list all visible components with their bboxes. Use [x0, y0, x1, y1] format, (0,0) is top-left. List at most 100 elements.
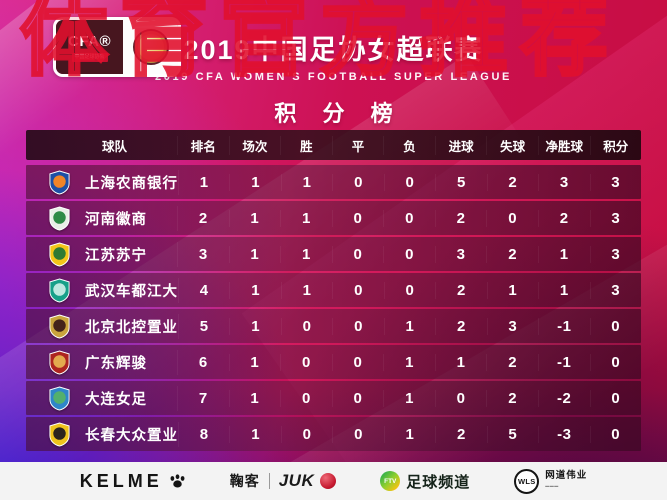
stat-cell: 2 — [178, 209, 230, 227]
stat-cell: 0 — [436, 389, 488, 407]
stat-cell: 2 — [436, 209, 488, 227]
wls-underline: ▬▬▬ — [545, 483, 559, 488]
stat-cell: 0 — [333, 245, 385, 263]
cfa-logo-right — [123, 20, 178, 74]
team-name: 大连女足 — [85, 391, 147, 408]
stat-cell: 3 — [611, 281, 621, 299]
stat-cell: 3 — [488, 317, 540, 335]
table-row: 大连女足 7 1 0 0 1 0 2 -2 0 — [26, 381, 641, 415]
stat-cell: 0 — [333, 353, 385, 371]
stat-cell: 1 — [230, 245, 282, 263]
team-cell: 江苏苏宁 — [26, 241, 178, 267]
stat-cell: 2 — [487, 353, 539, 371]
paw-icon — [170, 474, 185, 488]
team-name: 长春大众置业 — [85, 427, 178, 444]
stat-cell: 1 — [385, 317, 437, 335]
cfa-logo-left: CFA® 中国足球协会 — [56, 20, 124, 74]
stat-cell: 1 — [384, 353, 436, 371]
stat-cell: 1 — [539, 281, 591, 299]
stat-cell: 0 — [333, 281, 385, 299]
team-cell: 北京北控置业 — [26, 313, 179, 339]
stat-cell: 3 — [611, 245, 621, 263]
stat-cell: 2 — [436, 425, 488, 443]
column-header: 积分 — [603, 139, 629, 154]
cfa-logo-subtext: 中国足球协会 — [71, 52, 108, 62]
table-body: 上海农商银行 1 1 1 0 0 5 2 3 3 河南徽商 2 1 1 0 0 2 0 2 3 江苏苏宁 3 1 1 0 0 3 2 1… — [26, 165, 641, 451]
stat-cell: 1 — [230, 389, 282, 407]
stat-cell: 1 — [384, 389, 436, 407]
table-row: 武汉车都江大 4 1 1 0 0 2 1 1 3 — [26, 273, 641, 307]
team-name: 北京北控置业 — [85, 319, 178, 336]
stat-cell: 2 — [436, 281, 488, 299]
juke-cn-wordmark: 鞠客 — [229, 473, 260, 489]
table-row: 广东辉骏 6 1 0 0 1 1 2 -1 0 — [26, 345, 641, 379]
team-logo-icon — [49, 277, 70, 302]
ftv-globe-icon: FTV — [380, 471, 401, 491]
stat-cell: 0 — [611, 317, 621, 335]
stat-cell: -3 — [539, 425, 591, 443]
column-header: 球队 — [26, 135, 178, 155]
stat-cell: 1 — [282, 173, 334, 191]
stat-cell: 2 — [488, 173, 540, 191]
stat-cell: 1 — [230, 425, 282, 443]
column-header: 负 — [384, 135, 436, 155]
cfa-logo: CFA® 中国足球协会 — [53, 17, 181, 77]
team-cell: 大连女足 — [26, 385, 178, 411]
team-logo-icon — [49, 313, 70, 338]
table-row: 上海农商银行 1 1 1 0 0 5 2 3 3 — [26, 165, 641, 199]
team-name: 广东辉骏 — [85, 355, 147, 372]
team-name: 武汉车都江大 — [85, 283, 178, 300]
stat-cell: 0 — [384, 209, 436, 227]
sponsor-ftv: FTV 足球频道 — [380, 471, 470, 492]
divider — [268, 473, 270, 489]
stat-cell: 5 — [179, 317, 231, 335]
header-titles: 2019中国足协女超联赛 2019 CFA WOMEN'S FOOTBALL S… — [0, 28, 667, 128]
wls-cn-text: 网道伟业 — [545, 470, 588, 481]
column-header: 场次 — [230, 135, 282, 155]
sponsor-footer: KELME 鞠客 JUK FTV 足球频道 WLS 网道伟业 ▬▬▬ — [0, 462, 667, 500]
team-logo-icon — [49, 349, 70, 374]
team-logo-icon — [49, 169, 70, 194]
stat-cell: 3 — [539, 173, 591, 191]
ftv-wordmark: 足球频道 — [406, 473, 471, 491]
stat-cell: 3 — [611, 173, 621, 191]
team-name: 河南徽商 — [85, 211, 147, 228]
column-header: 失球 — [487, 135, 539, 155]
stat-cell: 0 — [333, 317, 385, 335]
stat-cell: 5 — [488, 425, 540, 443]
stat-cell: 1 — [230, 173, 282, 191]
column-header: 净胜球 — [539, 135, 591, 155]
stat-cell: 7 — [178, 389, 230, 407]
table-row: 河南徽商 2 1 1 0 0 2 0 2 3 — [26, 201, 641, 235]
stat-cell: 0 — [384, 245, 436, 263]
stat-cell: 0 — [281, 389, 333, 407]
column-header: 胜 — [281, 135, 333, 155]
stat-cell: 0 — [282, 425, 334, 443]
stat-cell: 1 — [230, 209, 282, 227]
stat-cell: 0 — [333, 209, 385, 227]
stat-cell: 0 — [333, 173, 385, 191]
column-header: 排名 — [178, 135, 230, 155]
stat-cell: 1 — [539, 245, 591, 263]
stat-cell: 1 — [230, 281, 282, 299]
juke-dragon-icon — [320, 473, 337, 489]
stat-cell: 4 — [179, 281, 231, 299]
stat-cell: 3 — [178, 245, 230, 263]
stat-cell: 2 — [436, 317, 488, 335]
column-header: 进球 — [436, 135, 488, 155]
stat-cell: 1 — [282, 281, 334, 299]
stat-cell: 8 — [179, 425, 231, 443]
team-cell: 上海农商银行 — [26, 169, 179, 195]
stat-cell: 0 — [611, 389, 621, 407]
stat-cell: 1 — [436, 353, 488, 371]
stat-cell: 0 — [385, 281, 437, 299]
section-title: 积 分 榜 — [274, 101, 403, 126]
stat-cell: 0 — [333, 425, 385, 443]
wls-circle-icon: WLS — [514, 468, 540, 494]
stat-cell: 3 — [611, 209, 621, 227]
stat-cell: 0 — [611, 425, 621, 443]
team-cell: 武汉车都江大 — [26, 277, 179, 303]
cfa-logo-text: CFA® — [68, 32, 112, 50]
stat-cell: 0 — [333, 389, 385, 407]
